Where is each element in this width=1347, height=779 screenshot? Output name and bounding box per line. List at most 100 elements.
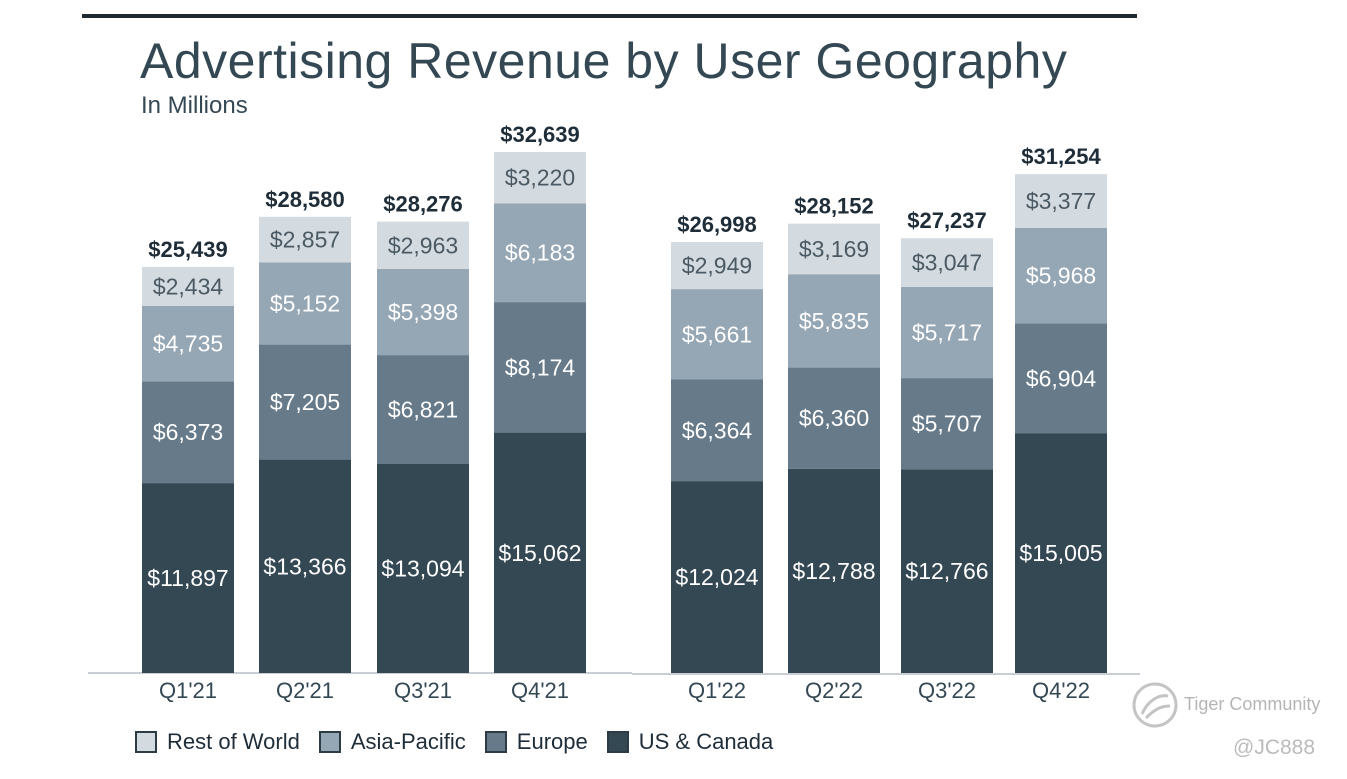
bar-segment-us-canada-q4-22 <box>1015 433 1107 673</box>
chart-title: Advertising Revenue by User Geography <box>140 33 1068 89</box>
bar-segment-us-canada-q3-22 <box>901 469 993 673</box>
data-label-europe-q2-22: $6,360 <box>799 405 869 431</box>
total-label-q1-21: $25,439 <box>148 237 228 262</box>
data-label-rest-of-world-q4-21: $3,220 <box>505 165 575 191</box>
bar-segment-asia-pacific-q2-22 <box>788 274 880 368</box>
legend-swatch-europe <box>484 731 507 753</box>
legend: Rest of World Asia-Pacific Europe US & C… <box>135 729 792 755</box>
data-label-europe-q4-21: $8,174 <box>505 354 576 380</box>
bar-segment-rest-of-world-q4-21 <box>494 152 586 204</box>
bar-segment-rest-of-world-q4-22 <box>1015 174 1107 228</box>
data-label-us-canada-q2-22: $12,788 <box>792 558 875 584</box>
legend-swatch-us-canada <box>606 731 629 753</box>
total-label-q2-22: $28,152 <box>794 194 874 219</box>
watermark-handle: @JC888 <box>1233 736 1316 759</box>
bar-segment-us-canada-q4-21 <box>494 432 586 673</box>
legend-label-asia-pacific: Asia-Pacific <box>350 729 466 754</box>
bar-segment-rest-of-world-q2-21 <box>259 216 351 263</box>
data-label-asia-pacific-q1-22: $5,661 <box>682 321 752 347</box>
data-label-rest-of-world-q1-22: $2,949 <box>682 253 752 279</box>
bar-segment-asia-pacific-q4-22 <box>1015 228 1107 324</box>
data-label-us-canada-q2-21: $13,366 <box>263 553 346 579</box>
bar-segment-us-canada-q2-22 <box>788 468 880 673</box>
bar-segment-rest-of-world-q3-21 <box>377 221 469 269</box>
data-label-rest-of-world-q4-22: $3,377 <box>1026 188 1096 214</box>
bar-segment-asia-pacific-q3-22 <box>901 286 993 379</box>
data-label-rest-of-world-q3-21: $2,963 <box>388 232 458 258</box>
bar-segment-us-canada-q1-22 <box>671 481 763 673</box>
x-tick-label-q1-22: Q1'22 <box>688 678 746 703</box>
bar-segment-asia-pacific-q4-21 <box>494 203 586 303</box>
data-label-rest-of-world-q1-21: $2,434 <box>153 273 224 299</box>
data-label-asia-pacific-q3-22: $5,717 <box>912 320 982 346</box>
data-label-europe-q4-22: $6,904 <box>1026 365 1097 391</box>
bar-segment-asia-pacific-q1-22 <box>671 289 763 380</box>
legend-swatch-asia-pacific <box>318 731 341 753</box>
total-label-q3-22: $27,237 <box>907 208 987 233</box>
data-label-europe-q3-22: $5,707 <box>912 411 982 437</box>
x-tick-label-q1-21: Q1'21 <box>159 678 217 703</box>
total-label-q1-22: $26,998 <box>677 212 757 237</box>
bar-segment-rest-of-world-q1-22 <box>671 242 763 290</box>
legend-item-us-canada: US & Canada <box>606 729 774 755</box>
data-label-asia-pacific-q3-21: $5,398 <box>388 299 458 325</box>
bar-segment-europe-q3-22 <box>901 378 993 470</box>
x-tick-label-q2-22: Q2'22 <box>805 678 863 703</box>
legend-item-europe: Europe <box>484 729 588 755</box>
x-tick-label-q3-22: Q3'22 <box>918 678 976 703</box>
data-label-us-canada-q3-22: $12,766 <box>905 558 988 584</box>
data-label-europe-q2-21: $7,205 <box>270 389 340 415</box>
x-tick-label-q4-21: Q4'21 <box>511 678 569 703</box>
bar-segment-rest-of-world-q1-21 <box>142 266 234 306</box>
bar-segment-us-canada-q1-21 <box>142 483 234 673</box>
total-label-q3-21: $28,276 <box>383 192 463 217</box>
total-label-q2-21: $28,580 <box>265 187 345 212</box>
bar-segment-asia-pacific-q3-21 <box>377 268 469 356</box>
data-label-rest-of-world-q3-22: $3,047 <box>912 250 982 276</box>
legend-item-rest-of-world: Rest of World <box>135 729 300 755</box>
bar-segment-rest-of-world-q2-22 <box>788 223 880 275</box>
legend-item-asia-pacific: Asia-Pacific <box>318 729 466 755</box>
legend-swatch-rest-of-world <box>135 731 157 753</box>
data-label-asia-pacific-q1-21: $4,735 <box>153 331 223 357</box>
data-label-us-canada-q1-21: $11,897 <box>147 565 228 591</box>
top-rule <box>82 14 1137 18</box>
legend-label-europe: Europe <box>516 729 588 754</box>
bar-segment-asia-pacific-q1-21 <box>142 305 234 382</box>
bar-segment-us-canada-q3-21 <box>377 464 469 673</box>
bar-segment-us-canada-q2-21 <box>259 459 351 673</box>
data-label-europe-q1-21: $6,373 <box>153 419 223 445</box>
total-label-q4-22: $31,254 <box>1021 144 1101 169</box>
tiger-logo-icon <box>1132 682 1178 728</box>
data-label-us-canada-q4-21: $15,062 <box>498 540 581 566</box>
x-tick-label-q2-21: Q2'21 <box>276 678 334 703</box>
data-label-us-canada-q1-22: $12,024 <box>675 564 758 590</box>
data-label-us-canada-q3-21: $13,094 <box>381 556 464 582</box>
data-label-asia-pacific-q2-22: $5,835 <box>799 308 869 334</box>
bar-segment-europe-q1-21 <box>142 381 234 484</box>
bar-segment-europe-q1-22 <box>671 379 763 482</box>
bar-segment-rest-of-world-q3-22 <box>901 238 993 287</box>
total-label-q4-21: $32,639 <box>500 122 580 147</box>
chart-subtitle: In Millions <box>141 92 248 119</box>
data-label-europe-q1-22: $6,364 <box>682 417 753 443</box>
legend-label-us-canada: US & Canada <box>638 729 774 754</box>
legend-label-rest-of-world: Rest of World <box>167 729 300 754</box>
bar-segment-asia-pacific-q2-21 <box>259 262 351 345</box>
data-label-rest-of-world-q2-21: $2,857 <box>270 227 340 253</box>
data-label-us-canada-q4-22: $15,005 <box>1019 540 1102 566</box>
x-tick-label-q4-22: Q4'22 <box>1032 678 1090 703</box>
bar-segment-europe-q3-21 <box>377 355 469 464</box>
x-tick-label-q3-21: Q3'21 <box>394 678 452 703</box>
data-label-asia-pacific-q2-21: $5,152 <box>270 291 340 317</box>
bar-segment-europe-q4-22 <box>1015 323 1107 434</box>
watermark-text: Tiger Community <box>1184 694 1321 714</box>
bar-segment-europe-q4-21 <box>494 302 586 433</box>
data-label-asia-pacific-q4-21: $6,183 <box>505 240 575 266</box>
bar-segment-europe-q2-21 <box>259 344 351 460</box>
data-label-asia-pacific-q4-22: $5,968 <box>1026 263 1096 289</box>
chart: $11,897 $6,373 $4,735 $2,434 $25,439 Q1'21 $13… <box>88 122 1140 703</box>
bar-segment-europe-q2-22 <box>788 367 880 469</box>
data-label-europe-q3-21: $6,821 <box>388 397 458 423</box>
data-label-rest-of-world-q2-22: $3,169 <box>799 236 869 262</box>
